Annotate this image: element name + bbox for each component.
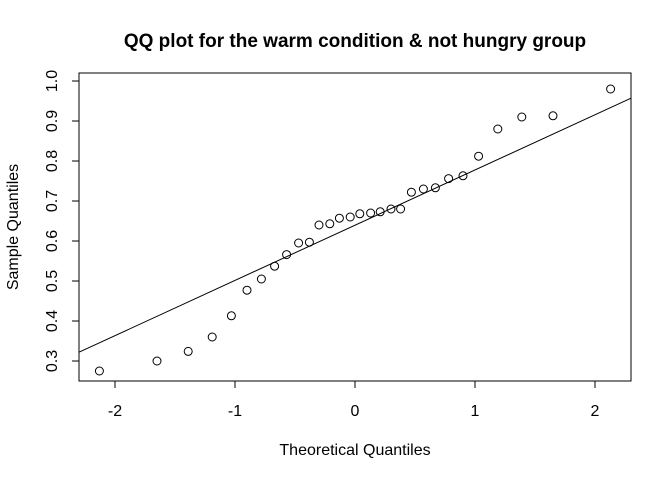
data-point [444,174,454,184]
data-point [183,346,193,356]
y-tick-label: 0.8 [44,150,61,172]
data-point [375,207,385,217]
data-point [517,112,527,122]
data-point [314,220,324,230]
y-tick-label: 0.7 [44,190,61,212]
data-point [458,171,468,181]
x-tick-label: 0 [351,403,360,420]
x-tick-label: 1 [471,403,480,420]
x-tick-label: -1 [228,403,242,420]
data-point [406,187,416,197]
data-point [418,184,428,194]
data-point [325,219,335,229]
x-axis-label: Theoretical Quantiles [279,442,430,459]
x-tick-label: 2 [591,403,600,420]
y-axis: 0.3 0.4 0.5 0.6 0.7 0.8 0.9 1.0 [44,70,79,372]
y-tick-label: 0.9 [44,110,61,132]
data-point [345,212,355,222]
data-point [226,311,236,321]
data-point [242,285,252,295]
data-points [94,84,616,376]
data-point [152,356,162,366]
data-point [294,238,304,248]
x-tick-label: -2 [108,403,122,420]
plot-area-frame [78,72,632,382]
data-point [606,84,616,94]
data-point [396,204,406,214]
data-point [94,366,104,376]
data-point [282,250,292,260]
data-point [386,204,396,214]
y-axis-label: Sample Quantiles [5,164,22,290]
data-point [256,274,266,284]
data-point [548,111,558,121]
data-point [334,213,344,223]
y-tick-label: 1.0 [44,70,61,92]
qq-reference-line [78,97,632,353]
y-tick-label: 0.3 [44,350,61,372]
data-point [304,237,314,247]
data-point [474,151,484,161]
data-point [207,332,217,342]
x-axis: -2 -1 0 1 2 [108,381,600,420]
data-point [493,124,503,134]
data-point [430,183,440,193]
reference-line-group [78,97,632,353]
y-tick-label: 0.4 [44,310,61,332]
data-point [355,209,365,219]
chart-title: QQ plot for the warm condition & not hun… [124,31,586,52]
y-tick-label: 0.5 [44,270,61,292]
data-point [270,261,280,271]
y-tick-label: 0.6 [44,230,61,252]
data-point [366,208,376,218]
